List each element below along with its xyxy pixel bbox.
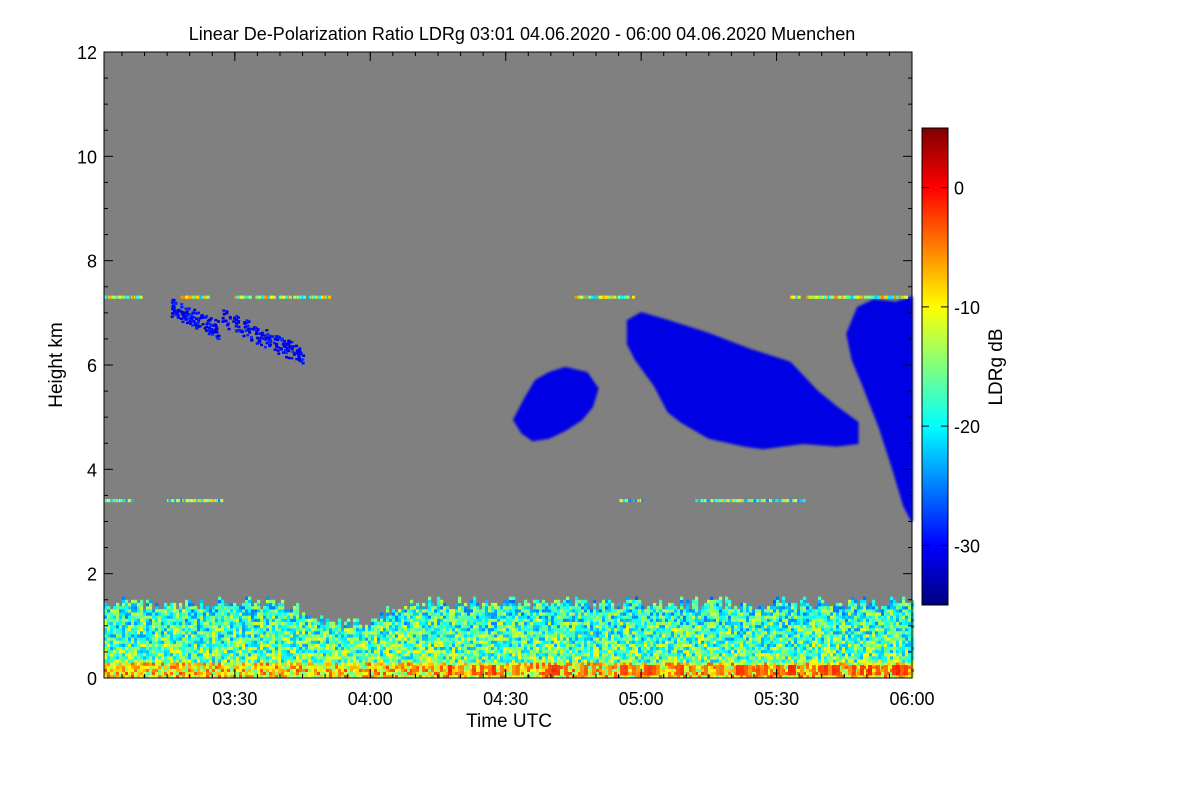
- x-tick-label: 05:30: [754, 689, 799, 709]
- feature-cloud-b: [626, 311, 859, 450]
- y-axis-label: Height km: [46, 322, 67, 408]
- feature-cirrus-streak-2: [221, 309, 306, 365]
- plot-area: [103, 51, 915, 679]
- y-tick-label: 2: [87, 565, 97, 585]
- feature-cloud-c: [846, 296, 913, 522]
- x-tick-label: 03:30: [212, 689, 257, 709]
- x-tick-label: 04:30: [483, 689, 528, 709]
- x-tick-label: 05:00: [619, 689, 664, 709]
- colorbar-tick-label: 0: [954, 179, 964, 199]
- y-tick-label: 12: [77, 43, 97, 63]
- feature-thin-layer-3.4km: [104, 499, 806, 503]
- y-axis: 0 2 4 6 8 10 12: [77, 43, 912, 689]
- y-tick-label: 8: [87, 252, 97, 272]
- feature-cirrus-streak-1: [170, 298, 221, 341]
- x-tick-label: 06:00: [889, 689, 934, 709]
- x-axis-label: Time UTC: [466, 711, 552, 732]
- feature-boundary-layer-base: [412, 665, 908, 676]
- y-tick-label: 4: [87, 460, 97, 480]
- colorbar-label: LDRg dB: [986, 328, 1007, 405]
- x-tick-label: 04:00: [348, 689, 393, 709]
- feature-boundary-layer: [104, 596, 915, 679]
- colorbar-gradient: [921, 127, 949, 606]
- colorbar-tick-label: -30: [954, 536, 980, 556]
- x-axis: 03:30 04:00 04:30 05:00 05:30 06:00: [121, 52, 935, 709]
- colorbar-tick-label: -20: [954, 417, 980, 437]
- y-tick-label: 10: [77, 147, 97, 167]
- feature-thin-layer-7km: [104, 295, 908, 299]
- chart-title: Linear De-Polarization Ratio LDRg 03:01 …: [189, 24, 855, 44]
- y-tick-label: 0: [87, 669, 97, 689]
- y-tick-label: 6: [87, 356, 97, 376]
- colorbar: 0 -10 -20 -30 LDRg dB: [921, 127, 1007, 606]
- colorbar-tick-label: -10: [954, 298, 980, 318]
- feature-cloud-a: [512, 366, 599, 442]
